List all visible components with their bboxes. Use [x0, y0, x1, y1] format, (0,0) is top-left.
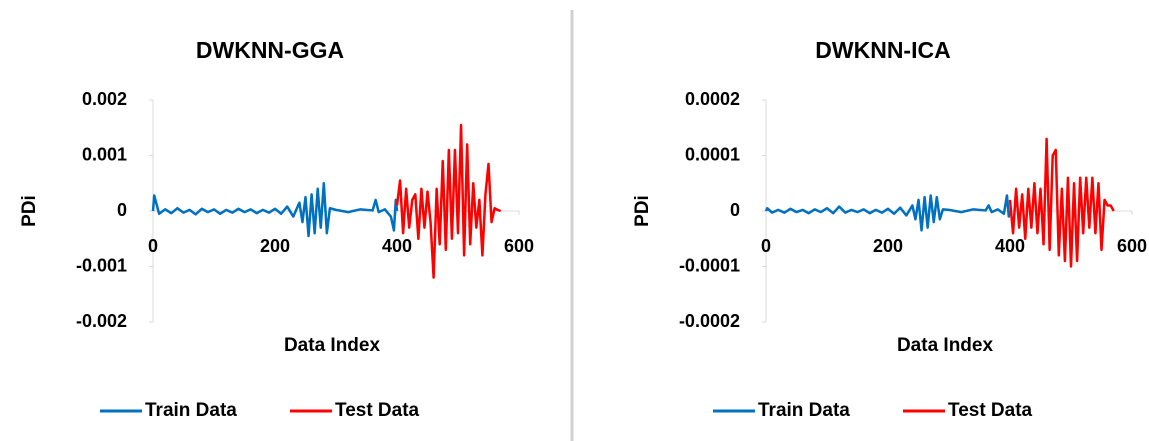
y-tick-label: -0.002	[76, 311, 127, 331]
y-tick-label: 0	[117, 200, 127, 220]
x-tick-label: 0	[148, 236, 158, 256]
legend-label: Test Data	[948, 400, 1033, 421]
x-tick-label: 400	[995, 236, 1025, 256]
data-line	[1008, 137, 1115, 268]
legend-label: Train Data	[758, 400, 850, 421]
y-tick-label: 0.002	[82, 89, 127, 109]
legend-label: Test Data	[335, 400, 420, 421]
x-tick-label: 600	[1117, 236, 1147, 256]
data-line	[764, 194, 1012, 232]
x-tick-label: 400	[382, 236, 412, 256]
y-tick-label: 0.0001	[685, 144, 740, 164]
legend-label: Train Data	[145, 400, 237, 421]
y-tick-label: -0.0001	[679, 255, 740, 275]
y-tick-label: -0.0002	[679, 311, 740, 331]
data-line	[151, 182, 399, 238]
x-tick-label: 0	[761, 236, 771, 256]
x-axis-label: Data Index	[897, 335, 994, 356]
x-tick-label: 200	[873, 236, 903, 256]
y-tick-label: 0	[730, 200, 740, 220]
y-tick-label: 0.0002	[685, 89, 740, 109]
y-tick-label: -0.001	[76, 255, 127, 275]
x-tick-label: 600	[504, 236, 534, 256]
x-axis-label: Data Index	[284, 335, 381, 356]
y-tick-label: 0.001	[82, 144, 127, 164]
data-line	[395, 123, 502, 279]
y-axis-label: PDi	[19, 195, 40, 227]
x-tick-label: 200	[260, 236, 290, 256]
chart-title: DWKNN-ICA	[815, 37, 950, 63]
chart-title: DWKNN-GGA	[196, 37, 344, 63]
y-axis-label: PDi	[632, 195, 653, 227]
